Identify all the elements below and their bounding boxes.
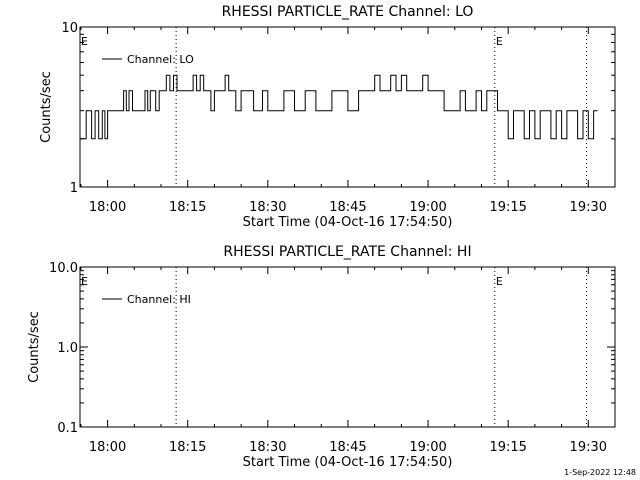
y-axis-label: Counts/sec	[27, 311, 42, 383]
legend-label: Channel: LO	[127, 53, 194, 66]
x-tick-label: 18:45	[329, 200, 366, 215]
y-axis-label: Counts/sec	[39, 71, 54, 143]
chart-title: RHESSI PARTICLE_RATE Channel: LO	[222, 4, 474, 20]
y-tick-label: 1	[70, 181, 78, 196]
y-tick-label: 10	[61, 21, 78, 36]
x-tick-label: 18:15	[169, 200, 206, 215]
x-tick-label: 18:45	[329, 440, 366, 455]
x-tick-label: 19:00	[409, 440, 446, 455]
panel-hi: RHESSI PARTICLE_RATE Channel: HI 18:00 18:…	[27, 244, 616, 470]
event-marker-e: E	[496, 275, 503, 288]
x-tick-label: 18:30	[249, 200, 286, 215]
x-tick-label: 19:30	[570, 440, 607, 455]
y-tick-label: 10.0	[49, 261, 78, 276]
x-tick-label: 18:15	[169, 440, 206, 455]
x-axis-label: Start Time (04-Oct-16 17:54:50)	[243, 455, 453, 470]
event-marker-e: E	[496, 35, 503, 48]
x-tick-label: 18:00	[89, 440, 126, 455]
x-tick-label: 18:00	[89, 200, 126, 215]
chart-title: RHESSI PARTICLE_RATE Channel: HI	[223, 244, 471, 260]
y-tick-label: 0.1	[57, 421, 78, 436]
x-axis-label: Start Time (04-Oct-16 17:54:50)	[243, 215, 453, 230]
x-tick-label: 19:15	[489, 200, 526, 215]
x-tick-label: 19:30	[570, 200, 607, 215]
panel-lo: RHESSI PARTICLE_RATE Channel: LO 18:00 18:…	[39, 4, 616, 230]
generation-timestamp: 1-Sep-2022 12:48	[564, 468, 636, 477]
x-tick-label: 19:15	[489, 440, 526, 455]
series-line	[80, 74, 598, 140]
event-marker-e: E	[81, 35, 88, 48]
x-tick-label: 19:00	[409, 200, 446, 215]
event-marker-e: E	[81, 275, 88, 288]
legend-label: Channel: HI	[127, 293, 191, 306]
plot-frame	[79, 266, 616, 428]
y-tick-label: 1.0	[57, 341, 78, 356]
x-tick-label: 18:30	[249, 440, 286, 455]
